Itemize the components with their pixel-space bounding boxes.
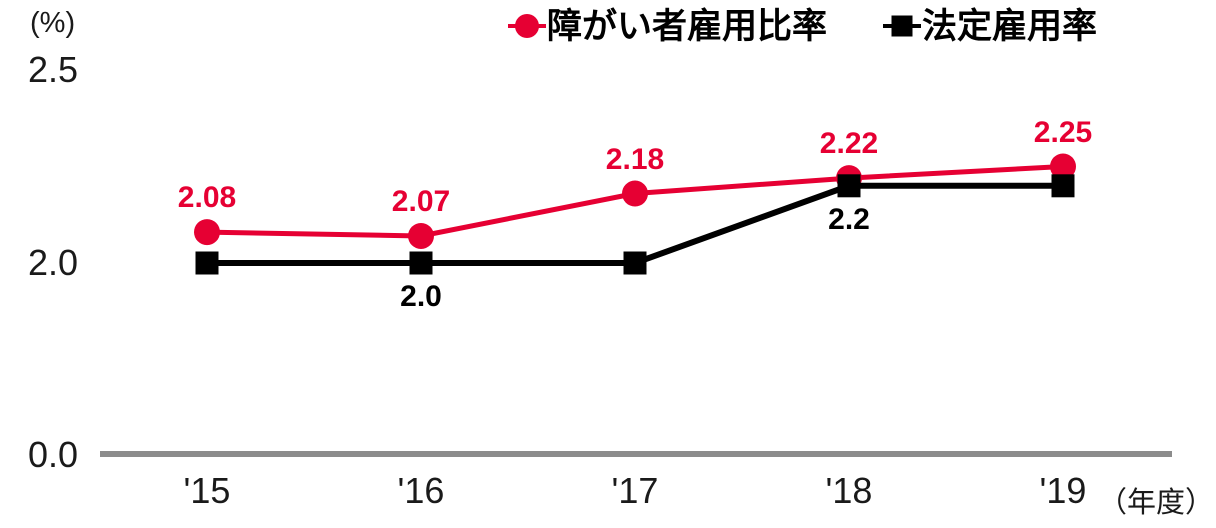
- square-marker-series1-pt2: [623, 251, 647, 275]
- x-tick-label-1: '16: [397, 470, 445, 511]
- x-tick-label-0: '15: [183, 470, 231, 511]
- legend-circle-marker-icon: [508, 14, 546, 38]
- data-label-series0-pt4: 2.25: [1033, 115, 1093, 149]
- square-marker-series1-pt3: [837, 174, 861, 198]
- square-marker-series1-pt1: [409, 251, 433, 275]
- y-axis-unit-label: (%): [30, 7, 76, 39]
- y-tick-label-2: 0.0: [28, 434, 79, 475]
- data-label-series0-pt1: 2.07: [391, 184, 451, 218]
- square-marker-series1-pt4: [1051, 174, 1075, 198]
- y-tick-label-0: 2.5: [28, 49, 79, 90]
- x-tick-label-4: '19: [1039, 470, 1087, 511]
- legend-item-0: 障がい者雇用比率: [508, 6, 827, 46]
- legend: 障がい者雇用比率 法定雇用率: [508, 6, 1097, 46]
- circle-marker-series0-pt4: [1050, 153, 1076, 180]
- x-tick-label-3: '18: [825, 470, 873, 511]
- x-tick-label-2: '17: [611, 470, 659, 511]
- circle-marker-series0-pt1: [408, 222, 434, 249]
- data-label-series0-pt0: 2.08: [177, 181, 237, 215]
- x-axis-unit-label: （年度）: [1097, 487, 1214, 519]
- circle-marker-series0-pt0: [194, 219, 220, 246]
- data-label-series1-pt3: 2.2: [828, 202, 870, 236]
- data-label-series0-pt2: 2.18: [605, 142, 665, 176]
- legend-label-1: 法定雇用率: [922, 6, 1098, 46]
- data-label-series0-pt3: 2.22: [819, 127, 879, 161]
- legend-square-marker-icon: [883, 15, 922, 37]
- legend-item-1: 法定雇用率: [883, 6, 1097, 46]
- square-marker-series1-pt0: [195, 251, 219, 275]
- x-axis-line: [100, 451, 1172, 457]
- legend-label-0: 障がい者雇用比率: [547, 6, 828, 46]
- circle-marker-series0-pt2: [622, 180, 648, 207]
- data-label-series1-pt1: 2.0: [400, 280, 442, 313]
- y-tick-label-1: 2.0: [28, 242, 79, 283]
